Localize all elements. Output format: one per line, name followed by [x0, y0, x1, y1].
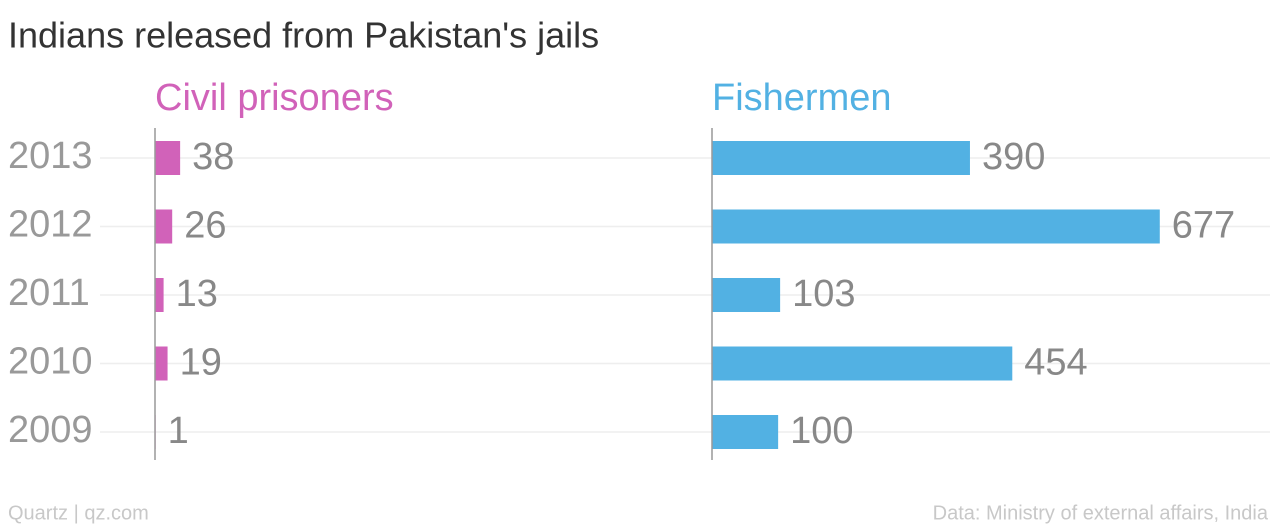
y-tick-label: 2012: [8, 204, 93, 246]
bar: [712, 278, 781, 312]
value-label: 13: [176, 273, 218, 315]
credit: Quartz | qz.com: [8, 502, 149, 524]
value-label: 454: [1024, 342, 1087, 384]
y-tick-label: 2011: [8, 272, 90, 314]
bar: [155, 346, 168, 381]
value-label: 677: [1172, 205, 1235, 247]
bar: [712, 141, 970, 175]
y-tick-label: 2013: [8, 135, 93, 177]
value-label: 390: [982, 136, 1045, 178]
bar: [712, 209, 1160, 244]
panel-title: Fishermen: [712, 77, 892, 119]
bar: [155, 278, 164, 312]
y-tick-label: 2010: [8, 341, 93, 383]
value-label: 1: [168, 410, 189, 452]
panel-title: Civil prisoners: [155, 77, 394, 119]
bar: [712, 346, 1013, 381]
value-label: 100: [790, 410, 853, 452]
value-label: 19: [180, 342, 222, 384]
chart-title: Indians released from Pakistan's jails: [8, 15, 599, 56]
value-label: 103: [792, 273, 855, 315]
value-label: 26: [184, 205, 226, 247]
bar: [712, 415, 779, 449]
y-tick-label: 2009: [8, 409, 93, 451]
bar: [155, 141, 181, 175]
value-label: 38: [192, 136, 234, 178]
bar: [155, 209, 173, 244]
source: Data: Ministry of external affairs, Indi…: [933, 502, 1269, 524]
